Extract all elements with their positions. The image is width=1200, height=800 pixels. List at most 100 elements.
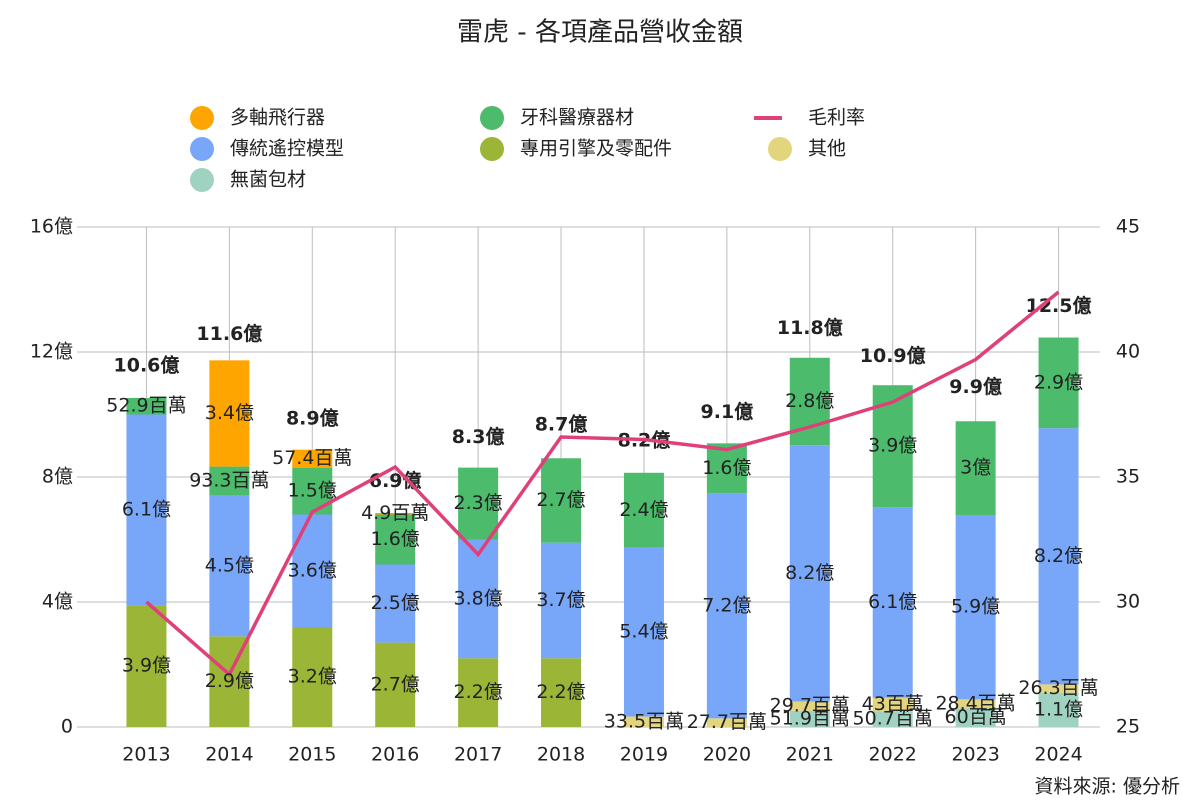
total-label: 8.9億 xyxy=(286,406,339,429)
value-label: 2.4億 xyxy=(619,499,668,521)
value-label: 2.7億 xyxy=(371,673,420,695)
bar-segment xyxy=(126,397,167,415)
value-label: 3億 xyxy=(960,457,991,479)
legend-swatch xyxy=(190,168,214,192)
legend-swatch xyxy=(480,106,504,130)
value-label: 7.2億 xyxy=(702,594,751,616)
x-tick-label: 2018 xyxy=(537,744,585,766)
x-tick-label: 2023 xyxy=(951,744,999,766)
legend-label: 毛利率 xyxy=(808,107,865,129)
bar-segment xyxy=(209,466,250,496)
bar-segment xyxy=(872,711,913,727)
bar-segment xyxy=(541,658,582,727)
bar-segment xyxy=(955,421,996,515)
value-label: 60百萬 xyxy=(945,706,1007,728)
value-label: 8.2億 xyxy=(1034,545,1083,567)
chart-title: 雷虎 - 各項產品營收金額 xyxy=(457,18,743,48)
value-label: 2.2億 xyxy=(454,681,503,703)
legend-label: 多軸飛行器 xyxy=(230,107,325,129)
total-label: 9.9億 xyxy=(949,375,1002,398)
bar-segment xyxy=(1038,337,1079,429)
value-label: 57.4百萬 xyxy=(272,447,352,469)
total-label: 8.3億 xyxy=(452,425,505,448)
x-tick-label: 2015 xyxy=(288,744,336,766)
bar-segment xyxy=(1038,692,1079,727)
y-tick-label: 0 xyxy=(61,716,73,738)
y-tick-label: 12億 xyxy=(30,341,73,363)
value-label: 2.3億 xyxy=(454,492,503,514)
value-label: 2.9億 xyxy=(1034,371,1083,393)
bar-segment xyxy=(1038,428,1079,685)
value-label: 1.1億 xyxy=(1034,698,1083,720)
bar-segment xyxy=(789,710,830,727)
value-label: 3.7億 xyxy=(536,589,585,611)
value-label: 1.6億 xyxy=(371,528,420,550)
bar-segment xyxy=(872,507,913,698)
bar-segment xyxy=(292,627,333,727)
y2-tick-label: 30 xyxy=(1116,591,1140,613)
y-tick-label: 16億 xyxy=(30,216,73,238)
bar-segment xyxy=(706,443,747,494)
bar-segment xyxy=(375,564,416,643)
y-tick-label: 8億 xyxy=(42,466,73,488)
x-tick-label: 2020 xyxy=(703,744,751,766)
bar-segment xyxy=(541,458,582,543)
value-label: 6.1億 xyxy=(122,498,171,520)
bar-segment xyxy=(375,512,416,515)
x-tick-label: 2019 xyxy=(620,744,668,766)
value-label: 1.5億 xyxy=(288,480,337,502)
total-label: 10.9億 xyxy=(860,344,926,367)
value-label: 3.2億 xyxy=(288,666,337,688)
total-label: 8.7億 xyxy=(535,413,588,436)
bar-segment xyxy=(126,605,167,727)
x-tick-label: 2016 xyxy=(371,744,419,766)
value-label: 93.3百萬 xyxy=(189,470,269,492)
value-label: 2.5億 xyxy=(371,592,420,614)
bar-segment xyxy=(292,514,333,627)
value-label: 2.2億 xyxy=(536,681,585,703)
total-label: 12.5億 xyxy=(1026,294,1092,317)
value-label: 29.7百萬 xyxy=(770,695,850,717)
source-note: 資料來源: 優分析 xyxy=(1035,776,1180,798)
x-tick-label: 2017 xyxy=(454,744,502,766)
bar-segment xyxy=(955,699,996,709)
value-label: 27.7百萬 xyxy=(687,711,767,733)
legend-label: 牙科醫療器材 xyxy=(520,107,634,129)
value-label: 4.5億 xyxy=(205,555,254,577)
value-label: 50.7百萬 xyxy=(853,708,933,730)
value-label: 51.9百萬 xyxy=(770,707,850,729)
value-label: 3.4億 xyxy=(205,402,254,424)
value-label: 52.9百萬 xyxy=(106,395,186,417)
y2-tick-label: 40 xyxy=(1116,341,1140,363)
bar-segment xyxy=(375,514,416,565)
legend-label: 專用引擎及零配件 xyxy=(520,138,672,160)
legend-swatch xyxy=(480,137,504,161)
line-series xyxy=(145,290,1060,678)
bar-segment xyxy=(706,718,747,727)
value-label: 28.4百萬 xyxy=(935,692,1015,714)
bar-segment xyxy=(126,414,167,606)
total-label: 10.6億 xyxy=(114,353,180,376)
bar-segment xyxy=(623,472,664,548)
bar-segment xyxy=(789,701,830,711)
bar-segment xyxy=(955,515,996,700)
bar-segment xyxy=(458,467,499,540)
value-label: 2.9億 xyxy=(205,670,254,692)
value-label: 3.9億 xyxy=(868,435,917,457)
x-tick-label: 2024 xyxy=(1034,744,1082,766)
legend-swatch xyxy=(768,137,792,161)
x-tick-label: 2022 xyxy=(869,744,917,766)
bar-segment xyxy=(541,542,582,659)
y2-tick-label: 45 xyxy=(1116,216,1140,238)
x-tick-label: 2014 xyxy=(205,744,253,766)
value-label: 5.4億 xyxy=(619,621,668,643)
value-label: 2.8億 xyxy=(785,390,834,412)
value-label: 6.1億 xyxy=(868,591,917,613)
value-label: 26.3百萬 xyxy=(1018,677,1098,699)
value-label: 3.8億 xyxy=(454,587,503,609)
total-label: 9.1億 xyxy=(701,400,754,423)
bar-segment xyxy=(706,493,747,719)
total-label: 11.8億 xyxy=(777,316,843,339)
bar-segment xyxy=(209,495,250,637)
legend-swatch xyxy=(190,106,214,130)
